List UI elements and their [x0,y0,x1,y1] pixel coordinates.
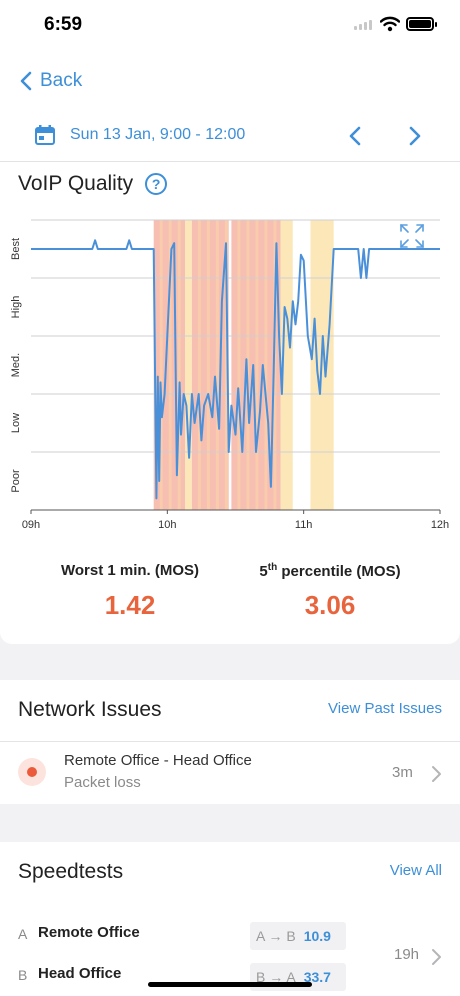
quality-band-1 [185,220,192,510]
speedtest-direction-b: B → A [256,969,296,985]
expand-icon[interactable] [398,222,426,250]
voip-quality-card [0,162,460,644]
percentile-label: 5th percentile (MOS) [230,562,430,580]
quality-band-2 [191,220,229,510]
date-range-picker[interactable]: Sun 13 Jan, 9:00 - 12:00 [34,124,245,146]
quality-band-stripe [159,220,163,510]
percentile-text: percentile (MOS) [277,563,401,580]
network-issues-section [0,680,460,804]
speedtests-section [0,842,460,996]
quality-band-stripe [215,220,219,510]
date-range-label: Sun 13 Jan, 9:00 - 12:00 [70,126,246,143]
quality-band-stripe [255,220,259,510]
percentile-suffix: th [267,562,278,573]
voip-quality-title: VoIP Quality ? [18,172,168,196]
quality-band-4 [280,220,293,510]
network-issues-title: Network Issues [18,698,162,721]
status-bar: 6:59 [0,0,460,50]
battery-icon [406,17,437,31]
speedtest-value-b: 33.7 [303,969,331,985]
quality-band-stripe [168,220,172,510]
chevron-right-icon [432,766,441,782]
quality-band-stripe [264,220,268,510]
chevron-right-icon [432,949,441,965]
percentile-number: 5 [259,563,268,580]
speedtest-pill-a: A → B 10.9 [250,922,346,950]
worst-minute-label: Worst 1 min. (MOS) [60,562,200,579]
x-tick-label: 09h [22,519,40,531]
y-axis-label: Best [10,238,22,260]
back-label: Back [40,70,83,91]
y-axis-label: Low [10,413,22,433]
quality-band-stripe [197,220,201,510]
next-period-button[interactable] [402,124,426,148]
speedtests-title: Speedtests [18,860,124,883]
home-indicator [148,982,312,987]
issue-title: Remote Office - Head Office [64,752,252,769]
calendar-icon [35,125,55,145]
speedtest-age: 19h [394,946,420,963]
speedtest-name-a: Remote Office [38,924,140,941]
speedtest-direction-a: A → B [256,928,296,944]
chevron-left-icon [20,71,32,91]
worst-minute-value: 1.42 [104,590,156,620]
quality-band-stripe [177,220,181,510]
issue-severity-icon [18,758,46,786]
quality-band-stripe [273,220,277,510]
top-bar [0,50,460,162]
section-divider [0,741,460,742]
speedtest-letter-b: B [18,967,28,983]
issue-subtitle: Packet loss [64,774,141,791]
percentile-value: 3.06 [304,590,356,620]
back-button[interactable]: Back [20,70,82,92]
view-all-link[interactable]: View All [389,862,442,879]
voip-quality-line [31,239,440,500]
voip-title-label: VoIP Quality [18,172,134,195]
speedtest-letter-a: A [18,926,28,942]
quality-band-stripe [246,220,250,510]
quality-band-stripe [206,220,210,510]
voip-quality-chart: Best High Med. Low Poor 09h 10h 11h 12h [10,219,449,531]
x-tick-label: 12h [431,519,449,531]
wifi-icon [380,16,400,32]
cellular-signal-icon [354,20,372,30]
quality-band-stripe [237,220,241,510]
x-tick-label: 10h [158,519,176,531]
y-axis-label: Med. [10,353,22,377]
previous-period-button[interactable] [344,124,368,148]
quality-band-stripe [224,220,228,510]
view-past-issues-link[interactable]: View Past Issues [328,700,442,717]
status-time: 6:59 [44,14,83,35]
y-axis-label: High [10,296,22,319]
speedtest-name-b: Head Office [38,965,122,982]
x-tick-label: 11h [295,519,313,531]
issue-age: 3m [392,764,413,781]
speedtest-value-a: 10.9 [303,928,331,944]
help-icon[interactable]: ? [145,173,168,195]
y-axis-label: Poor [10,469,22,493]
